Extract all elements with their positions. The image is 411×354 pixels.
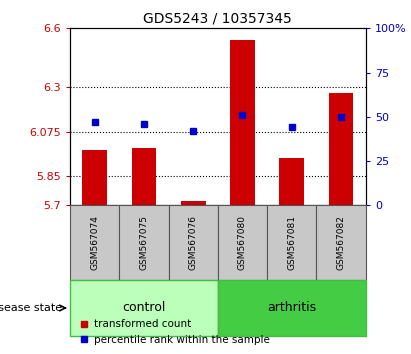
- Text: GSM567081: GSM567081: [287, 215, 296, 270]
- Legend: transformed count, percentile rank within the sample: transformed count, percentile rank withi…: [75, 315, 274, 349]
- Title: GDS5243 / 10357345: GDS5243 / 10357345: [143, 12, 292, 26]
- Bar: [230, 40, 255, 205]
- Text: disease state: disease state: [0, 303, 62, 313]
- Text: GSM567080: GSM567080: [238, 215, 247, 270]
- Text: GSM567075: GSM567075: [139, 215, 148, 270]
- Text: GSM567074: GSM567074: [90, 215, 99, 270]
- Text: GSM567082: GSM567082: [337, 215, 346, 270]
- Text: GSM567076: GSM567076: [189, 215, 198, 270]
- Text: control: control: [122, 302, 166, 314]
- Bar: [279, 158, 304, 205]
- Bar: [82, 150, 107, 205]
- Bar: [181, 201, 206, 205]
- Bar: [132, 148, 156, 205]
- Text: arthritis: arthritis: [267, 302, 316, 314]
- Bar: [329, 93, 353, 205]
